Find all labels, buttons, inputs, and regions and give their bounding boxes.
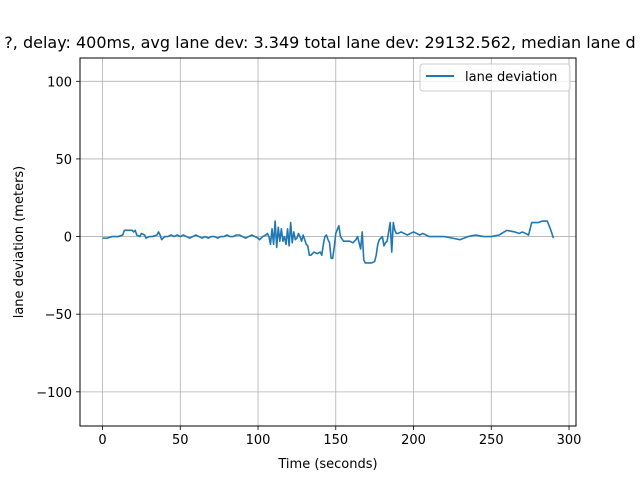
x-axis-ticks: 0 50 100 150 200 250 300 (98, 426, 581, 448)
x-axis-label: Time (seconds) (277, 457, 377, 472)
x-tick-label: 300 (557, 433, 582, 448)
x-tick-label: 250 (479, 433, 504, 448)
y-tick-label: −100 (36, 386, 72, 401)
y-axis-ticks: −100 −50 0 50 100 (36, 75, 80, 401)
y-tick-label: 50 (55, 153, 72, 168)
legend-label: lane deviation (465, 70, 557, 85)
x-tick-label: 100 (246, 433, 271, 448)
series-line-lane-deviation (102, 220, 555, 264)
chart-title: ?, delay: 400ms, avg lane dev: 3.349 tot… (4, 33, 635, 52)
x-tick-label: 150 (323, 433, 348, 448)
y-tick-label: −50 (45, 308, 72, 323)
x-tick-label: 200 (401, 433, 426, 448)
axes-frame (79, 57, 577, 427)
y-axis-label: lane deviation (meters) (12, 166, 27, 319)
plot-area (102, 220, 555, 264)
x-tick-label: 50 (172, 433, 189, 448)
legend: lane deviation (419, 63, 571, 92)
legend-box (419, 63, 571, 92)
x-tick-label: 0 (98, 433, 106, 448)
y-tick-label: 0 (64, 231, 72, 246)
y-tick-label: 100 (47, 75, 72, 90)
